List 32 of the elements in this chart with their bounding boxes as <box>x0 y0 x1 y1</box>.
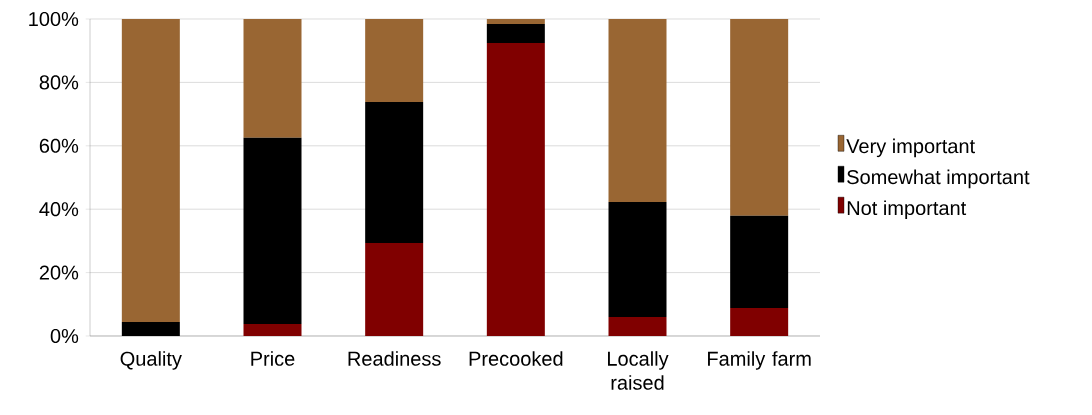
bar <box>486 24 545 44</box>
y-tick-label: 60% <box>39 138 79 153</box>
x-tick-label: Price <box>251 351 295 366</box>
x-tick-label: Quality <box>120 351 182 370</box>
bar <box>121 19 180 323</box>
bar <box>365 19 424 103</box>
bar <box>730 215 789 309</box>
bar <box>365 243 424 336</box>
y-tick-label: 0% <box>50 328 79 344</box>
y-tick-label: 40% <box>39 202 79 217</box>
y-tick-label: 20% <box>39 265 79 280</box>
legend-label: Somewhat important <box>847 169 1030 189</box>
bar <box>608 19 667 202</box>
bar <box>730 308 789 336</box>
bar <box>365 102 424 244</box>
x-tick-label: Locally raised <box>608 351 669 390</box>
y-tick-label: 80% <box>39 75 79 90</box>
legend-label: Not important <box>847 200 967 220</box>
bar <box>486 19 545 25</box>
x-tick-label: Family farm <box>708 351 811 370</box>
x-tick-label: Precooked <box>469 351 563 366</box>
bar <box>608 316 667 336</box>
bar <box>243 323 302 336</box>
bar <box>243 19 302 138</box>
bar <box>608 201 667 317</box>
y-tick-label: 100% <box>29 11 79 27</box>
legend-label: Very important <box>846 138 975 158</box>
bar <box>730 19 789 216</box>
x-tick-label: Readiness <box>348 351 441 366</box>
bar <box>486 43 545 336</box>
bar <box>121 322 180 336</box>
bar <box>243 137 302 324</box>
